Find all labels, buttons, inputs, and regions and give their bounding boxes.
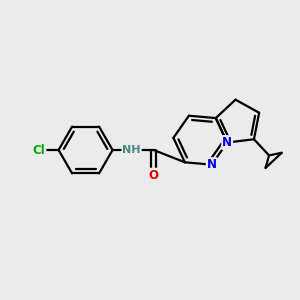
Text: N: N: [222, 136, 232, 149]
Text: Cl: Cl: [33, 143, 45, 157]
Text: NH: NH: [122, 145, 141, 155]
Text: O: O: [149, 169, 159, 182]
Text: N: N: [207, 158, 217, 171]
